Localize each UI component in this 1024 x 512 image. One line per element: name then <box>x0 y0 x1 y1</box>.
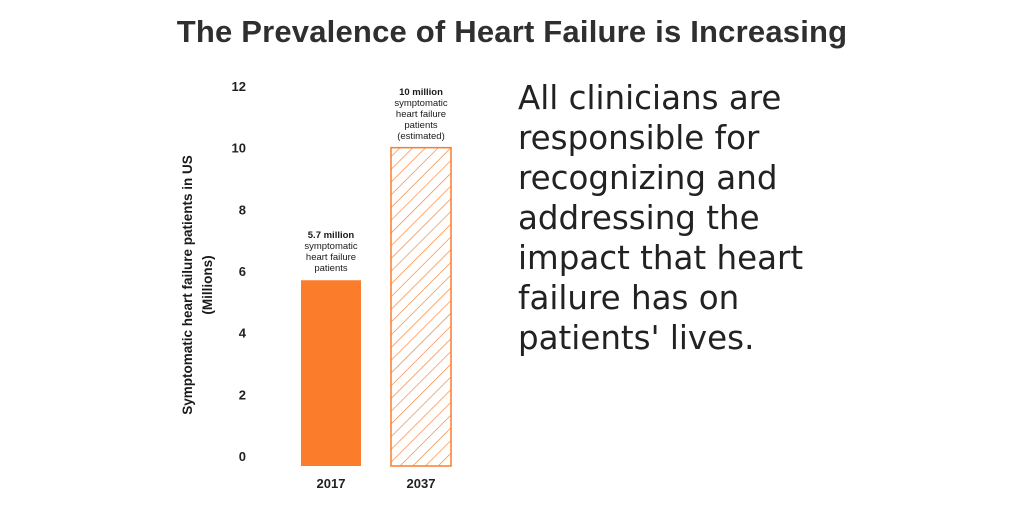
x-tick-label: 2037 <box>407 476 436 491</box>
bar-annotation: 10 million symptomatic heart failure patien… <box>376 87 466 142</box>
annotation-line: (estimated) <box>397 130 445 142</box>
message-line: impact that heart <box>518 239 804 277</box>
y-axis-label-line-2: (Millions) <box>200 255 215 315</box>
message-line: patients' lives. <box>518 319 755 357</box>
y-tick-label: 8 <box>239 202 246 217</box>
annotation-line: symptomatic <box>394 97 448 109</box>
chart-title: The Prevalence of Heart Failure is Incre… <box>176 14 848 49</box>
y-tick-label: 6 <box>239 264 246 279</box>
message-line: addressing the <box>518 199 760 237</box>
y-axis-ticks: 0 2 4 6 8 10 12 <box>232 79 247 464</box>
y-tick-label: 0 <box>239 449 246 464</box>
bar-annotation: 5.7 million symptomatic heart failure patie… <box>286 230 376 274</box>
bar-2037 <box>390 146 452 467</box>
message-line: responsible for <box>518 119 760 157</box>
y-tick-label: 10 <box>232 141 246 156</box>
message-text: All clinicians are responsible for recog… <box>518 78 998 358</box>
y-axis-label: Symptomatic heart failure patients in US… <box>178 135 218 435</box>
y-axis-label-line-1: Symptomatic heart failure patients in US <box>180 155 195 415</box>
x-tick-label: 2017 <box>317 476 346 491</box>
annotation-line: patients <box>404 119 438 131</box>
bar-2017 <box>301 280 361 466</box>
y-tick-label: 2 <box>239 387 246 402</box>
y-tick-label: 12 <box>232 79 246 94</box>
message-line: recognizing and <box>518 159 778 197</box>
annotation-line: patients <box>314 263 348 275</box>
x-axis-ticks: 2017 2037 <box>317 476 436 491</box>
annotation-line: symptomatic <box>304 241 358 253</box>
annotation-value: 5.7 million <box>307 230 355 242</box>
annotation-line: heart failure <box>305 252 357 264</box>
annotation-value: 10 million <box>399 86 443 98</box>
y-tick-label: 4 <box>239 326 247 341</box>
message-line: All clinicians are <box>518 79 782 117</box>
bars <box>301 146 452 467</box>
message-line: failure has on <box>518 279 740 317</box>
annotation-line: heart failure <box>395 108 447 120</box>
